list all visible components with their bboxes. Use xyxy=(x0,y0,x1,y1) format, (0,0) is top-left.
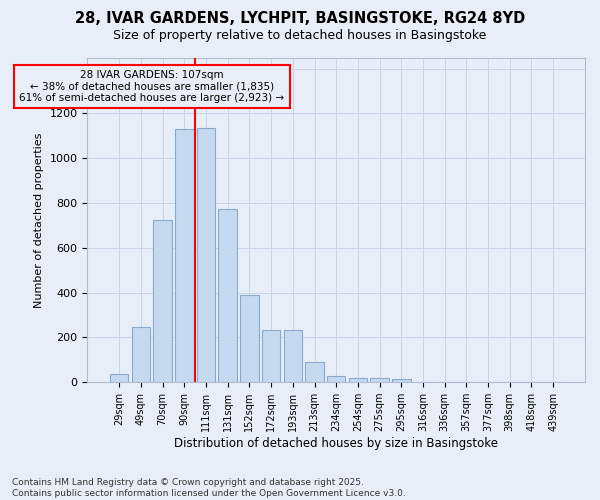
Bar xyxy=(175,129,194,382)
Bar xyxy=(110,374,128,382)
Bar xyxy=(349,378,367,382)
Text: Size of property relative to detached houses in Basingstoke: Size of property relative to detached ho… xyxy=(113,29,487,42)
Y-axis label: Number of detached properties: Number of detached properties xyxy=(34,132,44,308)
Text: 28, IVAR GARDENS, LYCHPIT, BASINGSTOKE, RG24 8YD: 28, IVAR GARDENS, LYCHPIT, BASINGSTOKE, … xyxy=(75,11,525,26)
Bar xyxy=(305,362,324,382)
Bar xyxy=(197,128,215,382)
Bar xyxy=(262,330,280,382)
Bar xyxy=(154,220,172,382)
Bar xyxy=(132,328,150,382)
X-axis label: Distribution of detached houses by size in Basingstoke: Distribution of detached houses by size … xyxy=(174,437,498,450)
Bar xyxy=(240,295,259,382)
Text: Contains HM Land Registry data © Crown copyright and database right 2025.
Contai: Contains HM Land Registry data © Crown c… xyxy=(12,478,406,498)
Text: 28 IVAR GARDENS: 107sqm
← 38% of detached houses are smaller (1,835)
61% of semi: 28 IVAR GARDENS: 107sqm ← 38% of detache… xyxy=(19,70,284,103)
Bar xyxy=(218,208,237,382)
Bar xyxy=(327,376,346,382)
Bar xyxy=(370,378,389,382)
Bar xyxy=(284,330,302,382)
Bar xyxy=(392,379,410,382)
